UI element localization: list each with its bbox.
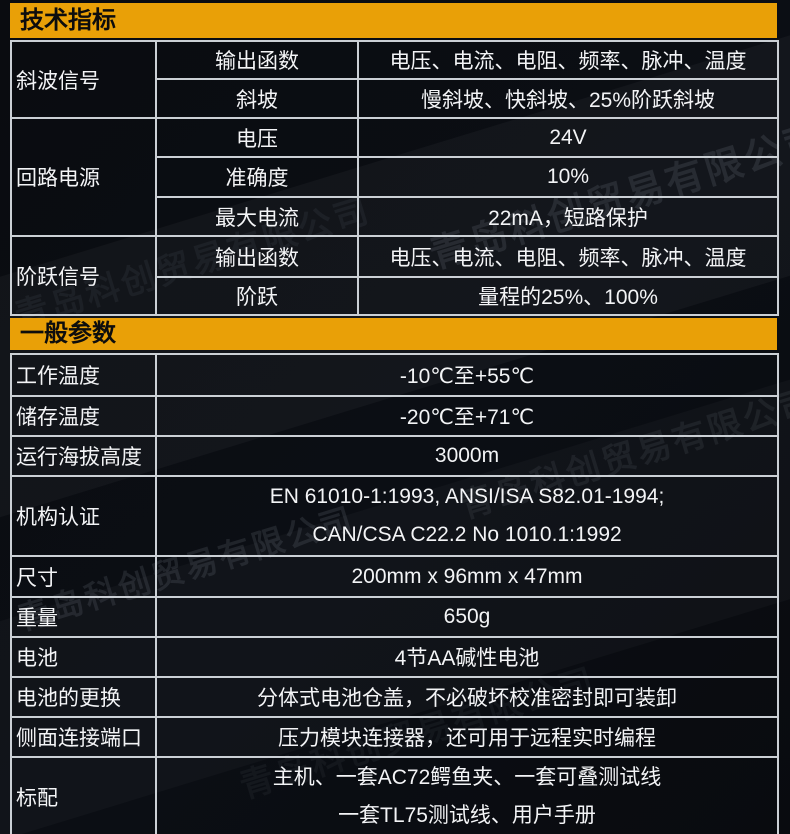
table-row: 最大电流 22mA，短路保护 [11, 196, 779, 237]
spec-value-cell: 电压、电流、电阻、频率、脉冲、温度 [357, 40, 779, 80]
spec-label-cell: 运行海拔高度 [10, 435, 157, 477]
spec-label-cell: 准确度 [155, 156, 359, 198]
table-row: 斜坡 慢斜坡、快斜坡、25%阶跃斜坡 [11, 78, 779, 119]
spec-value-cell: 22mA，短路保护 [357, 196, 779, 237]
spec-label-cell: 输出函数 [155, 235, 359, 278]
value-line: EN 61010-1:1993, ANSI/ISA S82.01-1994; [269, 485, 665, 508]
spec-value-cell: 量程的25%、100% [357, 276, 779, 316]
spec-value-cell: 200mm x 96mm x 47mm [155, 555, 779, 598]
spec-value-cell: 650g [155, 596, 779, 638]
table-row: 电池 4节AA碱性电池 [10, 636, 779, 678]
spec-value-cell: 慢斜坡、快斜坡、25%阶跃斜坡 [357, 78, 779, 119]
spec-value-cell: 电压、电流、电阻、频率、脉冲、温度 [357, 235, 779, 278]
table-row: 侧面连接端口 压力模块连接器，还可用于远程实时编程 [10, 716, 779, 758]
spec-label-cell: 电压 [155, 117, 359, 158]
spec-label-cell: 最大电流 [155, 196, 359, 237]
table-row: 重量 650g [10, 596, 779, 638]
spec-label-cell: 机构认证 [10, 475, 157, 557]
spec-value-cell: 4节AA碱性电池 [155, 636, 779, 678]
spec-label-cell: 阶跃 [155, 276, 359, 316]
tech-section-title: 技术指标 [20, 7, 116, 34]
spec-value-cell: 主机、一套AC72鳄鱼夹、一套可叠测试线 一套TL75测试线、用户手册 [155, 756, 779, 834]
tech-spec-table: 斜波信号 输出函数 电压、电流、电阻、频率、脉冲、温度 斜坡 慢斜坡、快斜坡、2… [10, 40, 779, 316]
tech-section-header: 技术指标 [10, 3, 777, 38]
table-row: 尺寸 200mm x 96mm x 47mm [10, 555, 779, 598]
spec-label-cell: 电池 [10, 636, 157, 678]
spec-label-cell: 储存温度 [10, 395, 157, 437]
spec-content: 技术指标 斜波信号 输出函数 电压、电流、电阻、频率、脉冲、温度 斜坡 慢斜坡、… [10, 0, 779, 834]
spec-label-cell: 输出函数 [155, 40, 359, 80]
value-line: 主机、一套AC72鳄鱼夹、一套可叠测试线 [272, 766, 662, 789]
spec-label-cell: 工作温度 [10, 353, 157, 397]
table-row: 储存温度 -20℃至+71℃ [10, 395, 779, 437]
spec-value-cell: 压力模块连接器，还可用于远程实时编程 [155, 716, 779, 758]
table-row: 标配 主机、一套AC72鳄鱼夹、一套可叠测试线 一套TL75测试线、用户手册 [10, 756, 779, 834]
value-line: CAN/CSA C22.2 No 1010.1:1992 [312, 523, 622, 546]
category-cell-ramp-signal: 斜波信号 [10, 40, 157, 119]
spec-label-cell: 尺寸 [10, 555, 157, 598]
general-section-title: 一般参数 [20, 320, 116, 347]
spec-value-cell: EN 61010-1:1993, ANSI/ISA S82.01-1994; C… [155, 475, 779, 557]
spec-value-cell: -20℃至+71℃ [155, 395, 779, 437]
table-row: 阶跃信号 输出函数 电压、电流、电阻、频率、脉冲、温度 [10, 235, 779, 316]
general-section-header: 一般参数 [10, 318, 777, 350]
spec-label-cell: 电池的更换 [10, 676, 157, 718]
spec-value-cell: 24V [357, 117, 779, 158]
table-row: 工作温度 -10℃至+55℃ [10, 353, 779, 397]
spec-label-cell: 标配 [10, 756, 157, 834]
spec-value-cell: 分体式电池仓盖，不必破坏校准密封即可装卸 [155, 676, 779, 718]
table-row: 电池的更换 分体式电池仓盖，不必破坏校准密封即可装卸 [10, 676, 779, 718]
value-line: 一套TL75测试线、用户手册 [338, 804, 596, 827]
table-row: 斜波信号 输出函数 电压、电流、电阻、频率、脉冲、温度 [10, 40, 779, 119]
table-row: 准确度 10% [11, 156, 779, 198]
table-row: 运行海拔高度 3000m [10, 435, 779, 477]
table-row: 机构认证 EN 61010-1:1993, ANSI/ISA S82.01-19… [10, 475, 779, 557]
spec-label-cell: 侧面连接端口 [10, 716, 157, 758]
spec-label-cell: 重量 [10, 596, 157, 638]
spec-value-cell: 10% [357, 156, 779, 198]
spec-value-cell: -10℃至+55℃ [155, 353, 779, 397]
spec-value-cell: 3000m [155, 435, 779, 477]
general-spec-table: 工作温度 -10℃至+55℃ 储存温度 -20℃至+71℃ 运行海拔高度 300… [10, 353, 779, 834]
spec-label-cell: 斜坡 [155, 78, 359, 119]
table-row: 回路电源 电压 24V [10, 117, 779, 237]
table-row: 阶跃 量程的25%、100% [11, 276, 779, 316]
category-cell-loop-power: 回路电源 [10, 117, 157, 237]
category-cell-step-signal: 阶跃信号 [10, 235, 157, 316]
